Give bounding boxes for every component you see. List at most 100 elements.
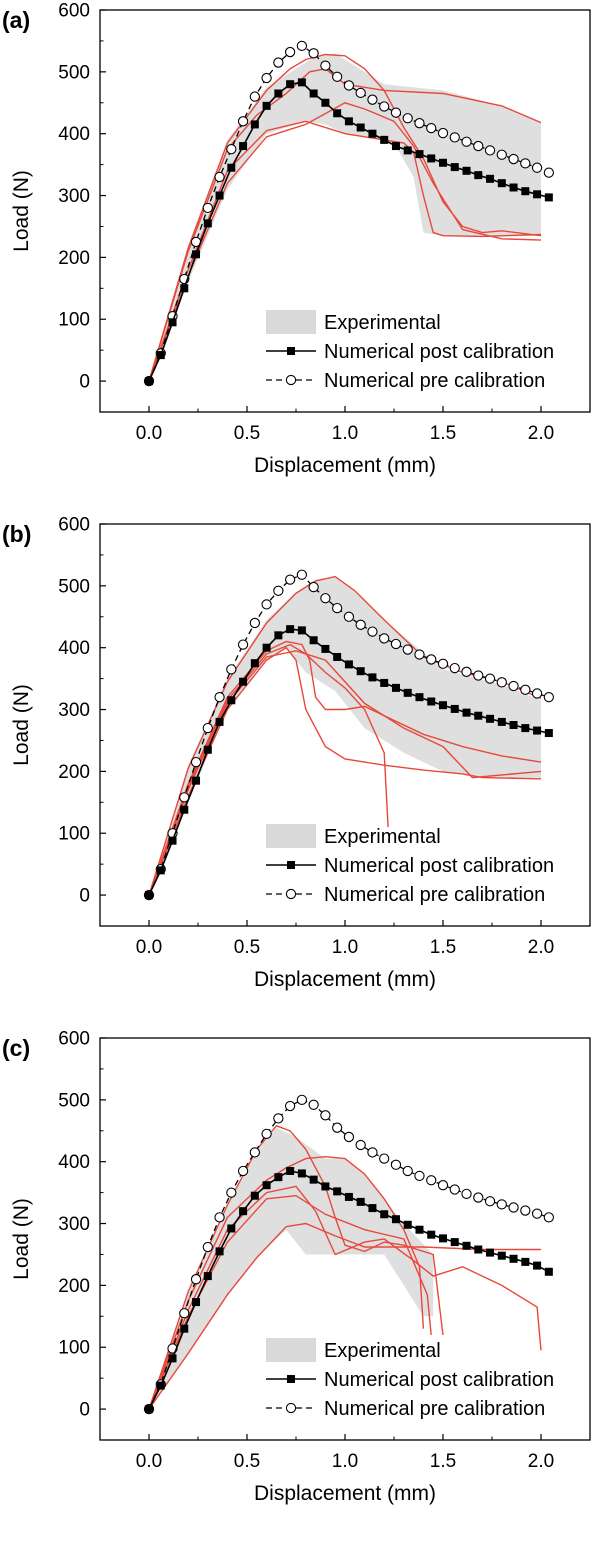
pre-calibration-point <box>332 71 343 82</box>
post-calibration-point <box>391 1215 400 1224</box>
legend-marker-pre <box>285 1402 297 1414</box>
post-calibration-point <box>344 1192 353 1201</box>
pre-calibration-point <box>484 1196 496 1207</box>
post-calibration-point <box>474 711 483 720</box>
post-calibration-point <box>274 631 283 640</box>
x-tick-label: 1.0 <box>332 423 358 444</box>
post-calibration-point <box>415 150 424 159</box>
post-calibration-point <box>321 644 330 653</box>
x-tick-label: 1.5 <box>430 423 456 444</box>
post-calibration-point <box>380 1210 389 1219</box>
post-calibration-point <box>297 626 306 635</box>
pre-calibration-point <box>402 1165 413 1177</box>
post-calibration-point <box>356 1197 365 1206</box>
post-calibration-point <box>344 660 353 669</box>
pre-calibration-point <box>237 1165 249 1177</box>
post-calibration-point <box>391 683 400 692</box>
y-tick-label: 600 <box>58 1029 90 1050</box>
y-axis-label: Load (N) <box>10 170 33 252</box>
y-tick-label: 500 <box>58 1090 90 1111</box>
chart-c-svg: (c) 0 100 200 300 400 500 600 0.0 0.5 1.0 1.5 2.0 Dis… <box>2 1029 591 1505</box>
post-calibration-point <box>145 377 153 386</box>
pre-calibration-point <box>508 1202 519 1213</box>
legend-label-pre: Numerical pre calibration <box>324 884 545 906</box>
post-calibration-point <box>521 187 530 196</box>
post-calibration-point <box>286 625 295 634</box>
pre-calibration-point <box>543 167 554 178</box>
legend: Experimental Numerical post calibration Nu… <box>266 310 554 392</box>
pre-calibration-point <box>367 626 378 637</box>
pre-calibration-point <box>343 80 355 91</box>
pre-calibration-point <box>261 599 272 610</box>
post-calibration-point <box>168 836 177 845</box>
y-tick-label: 400 <box>58 124 90 145</box>
post-calibration-point <box>391 142 400 151</box>
pre-calibration-point <box>249 91 260 102</box>
panel-label: (c) <box>2 1035 30 1061</box>
post-calibration-point <box>521 724 530 733</box>
pre-calibration-point <box>190 1274 202 1285</box>
pre-calibration-point <box>202 202 213 214</box>
pre-calibration-point <box>214 692 225 703</box>
post-calibration-point <box>509 721 518 729</box>
pre-calibration-point <box>261 1128 272 1140</box>
pre-calibration-point <box>449 132 460 143</box>
pre-calibration-point <box>461 1188 472 1200</box>
post-calibration-point <box>450 1238 459 1247</box>
pre-calibration-point <box>461 136 472 147</box>
pre-calibration-point <box>520 1205 531 1216</box>
y-tick-label: 0 <box>79 1400 90 1421</box>
legend-label-post: Numerical post calibration <box>324 1369 554 1391</box>
pre-calibration-point <box>484 145 496 156</box>
x-tick-label: 1.5 <box>430 937 456 958</box>
pre-calibration-point <box>296 1094 308 1105</box>
post-calibration-point <box>297 78 306 87</box>
y-tick-label: 400 <box>58 638 90 659</box>
pre-calibration-point <box>543 692 554 703</box>
pre-calibration-point <box>284 1100 296 1112</box>
pre-calibration-point <box>496 149 507 160</box>
legend-label-post: Numerical post calibration <box>324 341 554 363</box>
legend-marker-pre <box>285 374 297 386</box>
post-calibration-point <box>156 866 165 875</box>
y-tick-label: 500 <box>58 62 90 83</box>
pre-calibration-point <box>273 1113 284 1124</box>
chart-panel-c: (c) 0 100 200 300 400 500 600 0.0 0.5 1.0 1.5 2.0 Dis… <box>0 1028 600 1542</box>
post-calibration-point <box>474 171 483 180</box>
chart-panel-b: (b) 0 100 200 300 400 500 600 0.0 0.5 1.0 1.5 2.0 Dis… <box>0 514 600 1028</box>
legend-label-experimental: Experimental <box>324 826 441 848</box>
pre-calibration-point <box>320 1110 331 1121</box>
legend-swatch-experimental <box>266 1338 316 1362</box>
chart-panel-a: (a) 0 100 200 300 400 500 600 0.0 0.5 1.0 1.5 2.0 Dis… <box>0 0 600 514</box>
post-calibration-point <box>156 351 165 360</box>
pre-calibration-point <box>273 57 284 68</box>
legend-label-pre: Numerical pre calibration <box>324 370 545 392</box>
y-tick-label: 500 <box>58 576 90 597</box>
post-calibration-point <box>203 219 212 228</box>
post-calibration-point <box>156 1381 165 1390</box>
pre-calibration-point <box>226 144 237 155</box>
pre-calibration-point <box>426 122 437 134</box>
pre-calibration-point <box>496 1199 507 1210</box>
pre-calibration-point <box>473 1192 484 1203</box>
post-calibration-point <box>215 191 224 200</box>
pre-calibration-point <box>226 664 237 675</box>
post-calibration-point <box>450 704 459 713</box>
legend-marker-pre <box>285 888 297 900</box>
post-calibration-point <box>215 1247 224 1256</box>
post-calibration-point <box>533 190 542 199</box>
post-calibration-point <box>368 129 377 138</box>
post-calibration-point <box>415 693 424 702</box>
pre-calibration-point <box>379 101 390 112</box>
post-calibration-point <box>368 1204 377 1213</box>
pre-calibration-point <box>296 40 308 52</box>
post-calibration-point <box>192 1298 201 1307</box>
pre-calibration-point <box>308 48 319 59</box>
post-calibration-point <box>427 154 436 163</box>
y-tick-label: 300 <box>58 186 90 207</box>
pre-calibration-point <box>449 1184 460 1195</box>
panel-label: (a) <box>2 7 30 33</box>
post-calibration-point <box>427 1230 436 1239</box>
experimental-curve-1 <box>148 53 542 382</box>
x-tick-label: 0.5 <box>234 1451 260 1472</box>
